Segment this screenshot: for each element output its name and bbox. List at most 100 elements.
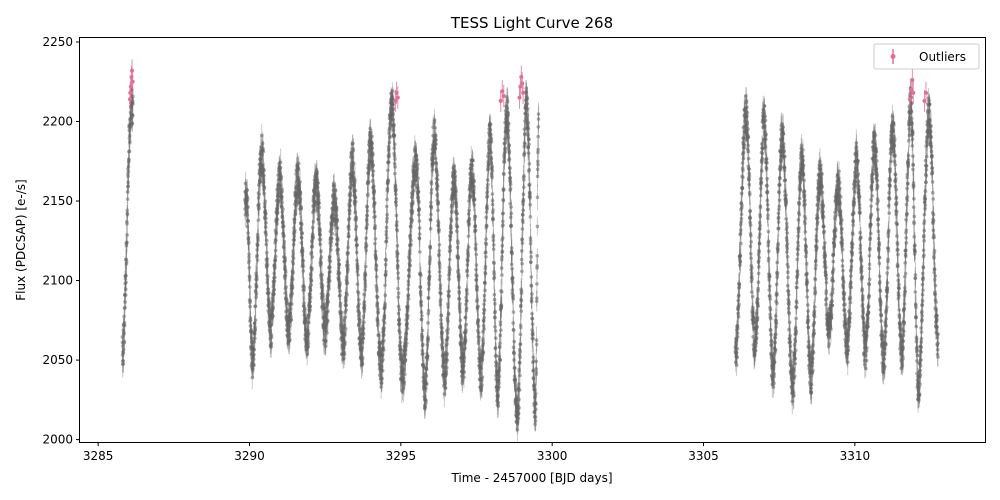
data-point bbox=[255, 277, 259, 282]
data-point bbox=[333, 201, 338, 206]
data-point bbox=[296, 167, 301, 172]
data-point bbox=[355, 264, 360, 268]
data-point bbox=[291, 256, 296, 261]
data-point bbox=[358, 327, 362, 331]
data-point bbox=[250, 367, 255, 371]
data-point bbox=[371, 169, 376, 173]
data-point bbox=[364, 264, 368, 269]
data-point bbox=[412, 188, 416, 193]
data-point bbox=[248, 318, 253, 322]
data-point bbox=[501, 211, 506, 216]
data-point bbox=[312, 209, 316, 213]
data-point bbox=[342, 352, 347, 356]
data-point bbox=[272, 292, 276, 296]
data-point bbox=[292, 234, 297, 239]
data-point bbox=[300, 231, 304, 235]
data-point bbox=[292, 238, 297, 242]
data-point bbox=[483, 271, 488, 276]
data-point bbox=[317, 221, 321, 226]
data-point bbox=[344, 298, 348, 303]
data-point bbox=[485, 194, 490, 198]
data-point bbox=[320, 272, 324, 277]
data-point bbox=[328, 244, 333, 248]
data-point bbox=[257, 206, 261, 210]
data-point bbox=[440, 326, 444, 330]
data-point bbox=[278, 183, 283, 188]
data-point bbox=[418, 250, 422, 254]
data-point bbox=[265, 263, 270, 267]
data-point bbox=[351, 170, 356, 175]
data-point bbox=[130, 113, 135, 118]
data-point bbox=[437, 227, 441, 232]
data-point bbox=[305, 328, 310, 333]
data-point bbox=[265, 260, 269, 264]
data-point bbox=[126, 164, 131, 169]
data-point bbox=[246, 235, 251, 240]
data-point bbox=[302, 285, 307, 290]
data-point bbox=[406, 297, 411, 301]
data-point bbox=[301, 264, 306, 269]
data-point bbox=[125, 212, 130, 217]
data-point bbox=[273, 248, 278, 253]
data-point bbox=[353, 227, 358, 232]
data-point bbox=[262, 191, 266, 196]
data-point bbox=[278, 165, 283, 170]
data-point bbox=[500, 273, 504, 277]
data-point bbox=[347, 227, 351, 232]
data-point bbox=[347, 211, 352, 216]
data-point bbox=[264, 238, 269, 243]
data-point bbox=[317, 213, 322, 217]
data-point bbox=[290, 285, 295, 290]
data-point bbox=[404, 341, 409, 346]
data-point bbox=[354, 236, 359, 241]
data-point bbox=[385, 236, 389, 240]
data-point bbox=[283, 264, 287, 269]
data-point bbox=[254, 292, 259, 296]
data-point bbox=[321, 293, 325, 298]
data-point bbox=[264, 211, 268, 216]
data-point bbox=[273, 254, 278, 259]
data-point bbox=[331, 181, 336, 185]
data-point bbox=[306, 339, 310, 343]
data-point bbox=[121, 347, 126, 352]
data-point bbox=[124, 243, 129, 248]
data-point bbox=[245, 188, 249, 192]
data-point bbox=[386, 178, 391, 182]
data-point bbox=[334, 206, 339, 210]
data-point bbox=[253, 318, 258, 322]
data-point bbox=[333, 188, 338, 193]
data-point bbox=[125, 221, 129, 226]
data-point bbox=[494, 354, 499, 358]
data-point bbox=[333, 222, 338, 227]
data-point bbox=[473, 214, 478, 219]
data-point bbox=[291, 242, 296, 247]
data-point bbox=[350, 166, 355, 171]
data-point bbox=[360, 361, 365, 366]
data-point bbox=[318, 237, 323, 242]
data-point bbox=[326, 284, 331, 288]
data-point bbox=[335, 226, 340, 230]
data-point bbox=[344, 302, 348, 307]
data-point bbox=[243, 181, 248, 186]
data-point bbox=[352, 161, 356, 166]
data-point bbox=[288, 311, 293, 316]
data-point bbox=[357, 302, 361, 306]
data-point bbox=[255, 243, 260, 247]
data-point bbox=[493, 336, 498, 340]
data-point bbox=[283, 258, 288, 263]
data-point bbox=[360, 345, 364, 350]
data-point bbox=[296, 161, 301, 166]
data-point bbox=[328, 269, 332, 274]
data-point bbox=[288, 338, 292, 342]
data-point bbox=[360, 340, 365, 345]
data-point bbox=[310, 225, 315, 230]
data-point bbox=[484, 255, 488, 259]
data-point bbox=[338, 301, 343, 306]
data-point bbox=[336, 238, 340, 243]
data-point bbox=[383, 293, 388, 298]
data-point bbox=[376, 311, 381, 315]
data-point bbox=[310, 266, 314, 271]
data-point bbox=[281, 219, 285, 224]
data-point bbox=[396, 276, 401, 281]
data-point bbox=[125, 233, 129, 237]
